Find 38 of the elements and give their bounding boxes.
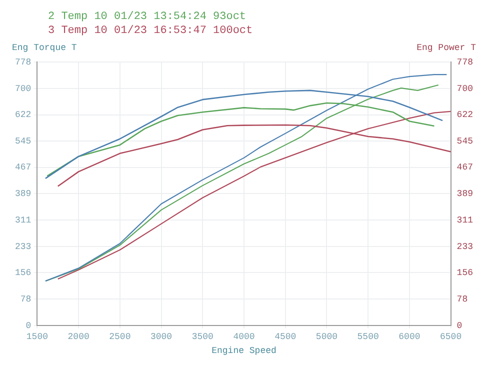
y2-tick-label: 78 (456, 294, 468, 304)
y2-tick-label: 233 (456, 242, 473, 252)
y2-tick-label: 622 (456, 110, 473, 120)
y2-tick-label: 778 (456, 57, 473, 68)
x-tick-label: 1500 (26, 332, 48, 342)
y2-tick-label: 0 (456, 320, 462, 331)
y-tick-label: 156 (15, 268, 32, 278)
x-axis-title: Engine Speed (212, 346, 276, 356)
x-tick-label: 4500 (274, 332, 296, 342)
y-tick-label: 467 (15, 162, 32, 173)
y2-tick-label: 545 (456, 136, 473, 146)
y-tick-label: 545 (15, 136, 32, 146)
y2-tick-label: 311 (456, 216, 473, 226)
x-tick-label: 5500 (357, 332, 379, 342)
y-tick-label: 622 (15, 110, 32, 120)
y2-axis-title: Eng Power T (416, 42, 477, 53)
text: 3 Temp 10 01/23 16:53:47 100oct (48, 24, 254, 38)
y2-tick-label: 467 (456, 162, 473, 173)
text: 2 Temp 10 01/23 13:54:24 93oct (48, 10, 248, 24)
y-axis-title: Eng Torque T (12, 42, 78, 53)
x-tick-label: 2000 (68, 332, 90, 342)
x-tick-label: 3500 (192, 332, 214, 342)
y-tick-label: 778 (15, 57, 32, 68)
y-tick-label: 78 (20, 294, 32, 304)
y2-tick-label: 156 (456, 268, 473, 278)
y-tick-label: 389 (15, 189, 32, 200)
x-tick-label: 6000 (398, 332, 420, 342)
x-tick-label: 4000 (233, 332, 255, 342)
y-tick-label: 311 (15, 216, 32, 226)
x-tick-label: 5000 (316, 332, 338, 342)
y-tick-label: 0 (26, 320, 32, 331)
y-tick-label: 233 (15, 242, 32, 252)
y2-tick-label: 389 (456, 189, 473, 200)
x-tick-label: 3000 (150, 332, 172, 342)
y2-tick-label: 700 (456, 84, 473, 94)
x-tick-label: 6500 (440, 332, 462, 342)
x-tick-label: 2500 (109, 332, 131, 342)
y-tick-label: 700 (15, 84, 32, 94)
